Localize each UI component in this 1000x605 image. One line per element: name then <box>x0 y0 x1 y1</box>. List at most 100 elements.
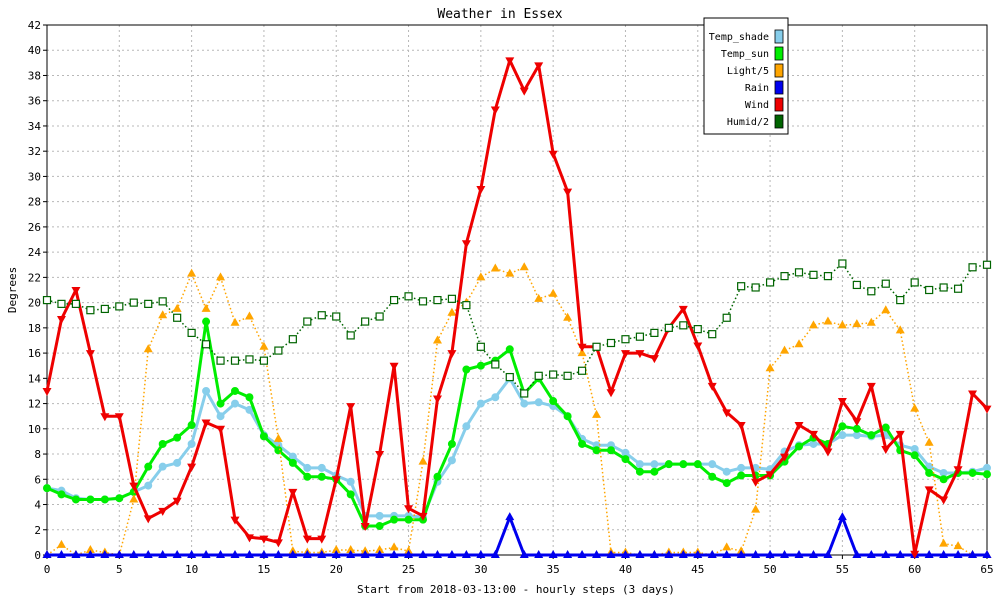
data-point-rain <box>432 550 442 558</box>
data-point-temp-sun <box>187 421 196 430</box>
data-point-humid-2 <box>838 259 847 268</box>
data-point-rain <box>42 550 52 558</box>
data-point-temp-shade <box>534 398 543 407</box>
data-point-temp-shade <box>635 460 644 469</box>
data-point-wind <box>678 305 688 314</box>
data-point-humid-2 <box>968 263 977 272</box>
data-point-temp-sun <box>621 455 630 464</box>
data-point-humid-2 <box>173 313 182 322</box>
data-point-humid-2 <box>332 312 341 321</box>
data-point-temp-sun <box>852 424 861 433</box>
data-point-humid-2 <box>794 268 804 277</box>
data-point-wind <box>548 150 558 159</box>
data-point-humid-2 <box>158 297 167 306</box>
data-point-rain <box>85 550 95 558</box>
data-point-rain <box>736 550 746 558</box>
data-point-humid-2 <box>852 280 861 290</box>
data-point-temp-sun <box>245 393 254 402</box>
data-point-humid-2 <box>216 356 225 365</box>
data-point-temp-shade <box>187 439 196 448</box>
data-point-temp-shade <box>447 456 456 465</box>
data-point-light-5 <box>534 293 544 302</box>
x-axis-ticks: 0 5 10 15 20 25 30 35 40 45 50 55 60 65 <box>44 555 994 576</box>
data-point-rain <box>881 550 891 558</box>
data-point-rain <box>273 550 283 558</box>
data-point-light-5 <box>866 317 876 326</box>
legend-label-temp-shade: Temp_shade <box>709 32 769 43</box>
data-point-wind <box>953 466 963 475</box>
data-point-wind <box>476 186 486 195</box>
data-point-rain <box>447 550 457 558</box>
data-point-humid-2 <box>650 328 659 338</box>
data-point-wind <box>42 387 52 396</box>
data-point-temp-sun <box>737 471 746 480</box>
data-point-wind <box>331 476 341 485</box>
data-point-wind <box>563 188 573 197</box>
data-point-light-5 <box>432 335 442 344</box>
data-point-light-5 <box>837 320 847 329</box>
data-point-wind <box>895 430 905 439</box>
data-point-light-5 <box>577 348 587 357</box>
data-point-temp-sun <box>650 467 659 476</box>
data-point-temp-sun <box>274 446 283 455</box>
x-tick-label: 20 <box>330 563 343 576</box>
data-point-temp-sun <box>607 446 615 455</box>
y-tick-label: 4 <box>34 499 41 512</box>
y-tick-label: 14 <box>28 372 42 385</box>
data-point-wind <box>461 240 471 249</box>
data-point-temp-sun <box>231 386 239 395</box>
data-point-temp-shade <box>216 412 225 421</box>
data-point-wind <box>317 535 327 544</box>
data-point-wind <box>505 57 515 66</box>
data-point-wind <box>114 413 124 422</box>
data-point-wind <box>519 87 529 96</box>
data-point-wind <box>635 350 645 359</box>
data-point-temp-sun <box>881 423 890 432</box>
y-tick-label: 30 <box>28 170 41 183</box>
data-point-temp-sun <box>679 460 688 469</box>
legend-box <box>703 17 789 135</box>
data-point-humid-2 <box>259 356 269 365</box>
data-point-rain <box>895 550 905 558</box>
data-point-rain <box>606 550 616 558</box>
y-tick-label: 12 <box>28 398 41 411</box>
data-point-rain <box>143 550 153 558</box>
data-point-wind <box>765 471 775 480</box>
data-point-humid-2 <box>245 355 254 364</box>
data-point-light-5 <box>158 310 168 319</box>
data-point-rain <box>172 550 182 558</box>
data-point-rain <box>404 550 414 558</box>
data-point-wind <box>722 409 732 418</box>
data-point-wind <box>172 497 182 506</box>
data-point-light-5 <box>490 263 500 272</box>
series-rain <box>42 512 992 558</box>
data-point-light-5 <box>895 325 905 334</box>
data-point-wind <box>201 419 211 428</box>
x-tick-label: 45 <box>691 563 704 576</box>
data-point-rain <box>678 550 688 558</box>
data-point-temp-sun <box>259 432 268 441</box>
data-point-temp-sun <box>346 490 355 499</box>
data-point-rain <box>837 512 847 521</box>
data-point-temp-sun <box>910 451 919 460</box>
data-point-rain <box>548 550 558 558</box>
x-tick-label: 10 <box>185 563 198 576</box>
data-point-humid-2 <box>447 294 457 303</box>
data-point-light-5 <box>953 541 963 550</box>
legend: Temp_shade Temp_sun Light/5 Rain Wind Humid/2 <box>703 17 789 135</box>
data-point-humid-2 <box>433 295 442 305</box>
data-point-rain <box>751 550 761 558</box>
y-axis-label: Degrees <box>6 267 19 313</box>
x-tick-label: 60 <box>908 563 921 576</box>
data-point-humid-2 <box>809 270 818 279</box>
data-point-temp-shade <box>520 399 529 408</box>
data-point-light-5 <box>259 341 269 350</box>
data-point-humid-2 <box>765 278 775 287</box>
data-point-light-5 <box>85 544 95 553</box>
data-point-humid-2 <box>823 272 833 281</box>
data-point-wind <box>360 522 370 531</box>
data-point-rain <box>418 550 428 558</box>
plot-frame <box>46 24 988 556</box>
